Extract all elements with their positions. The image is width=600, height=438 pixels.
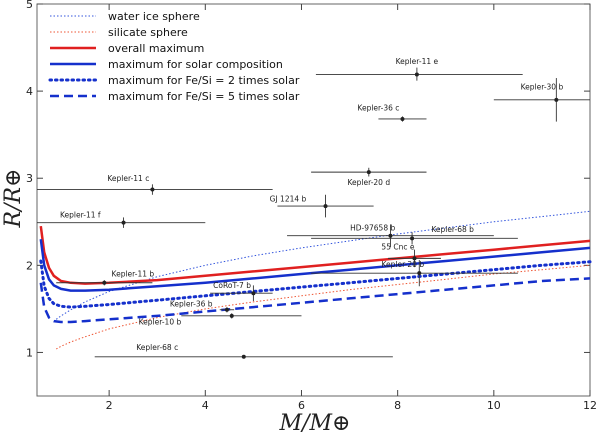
- planet-point: [102, 280, 107, 285]
- planet-point: [417, 271, 422, 276]
- y-axis-title: R/R⊕: [1, 169, 26, 229]
- x-tick-label: 2: [106, 399, 113, 412]
- series-line-2: [55, 264, 591, 350]
- planet-label: Kepler-11 b: [112, 270, 155, 279]
- planet-label: Kepler-11 e: [396, 57, 439, 66]
- legend-label-5: maximum for Fe/Si = 2 times solar: [108, 74, 300, 87]
- planet-point: [414, 72, 419, 77]
- legend-label-1: water ice sphere: [108, 10, 200, 23]
- y-tick-label: 5: [26, 0, 33, 11]
- planet-point: [224, 307, 229, 312]
- y-tick-label: 3: [26, 172, 33, 185]
- y-tick-label: 1: [26, 346, 33, 359]
- plot-area: [36, 3, 591, 397]
- planet-label: Kepler-36 c: [357, 103, 399, 112]
- planet-point: [366, 170, 371, 175]
- planet-label: GJ 1214 b: [270, 195, 307, 204]
- planet-label: Kepler-11 c: [107, 174, 149, 183]
- planet-label: Kepler-20 b: [381, 260, 424, 269]
- planet-point: [150, 187, 155, 192]
- planet-label: Kepler-68 b: [431, 225, 474, 234]
- series-line-4: [39, 239, 591, 292]
- planet-label: Kepler-30 b: [521, 82, 564, 91]
- planet-point: [400, 116, 405, 121]
- y-tick-label: 4: [26, 85, 33, 98]
- planet-point: [388, 233, 393, 238]
- planet-point: [412, 256, 417, 261]
- x-tick-label: 10: [487, 399, 501, 412]
- planet-label: 55 Cnc e: [381, 243, 414, 252]
- planet-label: Kepler-11 f: [60, 210, 101, 219]
- series-line-1: [55, 210, 591, 320]
- planet-point: [323, 204, 328, 209]
- x-tick-label: 8: [394, 399, 401, 412]
- series-line-6: [39, 277, 591, 324]
- x-axis-title: M/M⊕: [279, 411, 351, 436]
- x-tick-label: 6: [298, 399, 305, 412]
- planet-point: [121, 220, 126, 225]
- series-line-3: [39, 225, 591, 285]
- x-tick-label: 12: [583, 399, 597, 412]
- planet-point: [251, 291, 256, 296]
- planet-label: Kepler-36 b: [170, 299, 213, 308]
- planet-point: [229, 313, 234, 318]
- x-tick-label: 4: [202, 399, 209, 412]
- y-tick-label: 2: [26, 259, 33, 272]
- planet-point: [410, 236, 415, 241]
- planet-point: [241, 354, 246, 359]
- planet-label: Kepler-68 c: [136, 343, 178, 352]
- planet-label: Kepler-20 d: [347, 178, 390, 187]
- legend-label-6: maximum for Fe/Si = 5 times solar: [108, 90, 300, 103]
- legend-label-4: maximum for solar composition: [108, 58, 283, 71]
- planet-label: Kepler-10 b: [139, 318, 182, 327]
- legend-label-2: silicate sphere: [108, 26, 188, 39]
- planet-label: HD-97658 b: [350, 223, 395, 232]
- planet-label: CoRoT-7 b: [213, 281, 251, 290]
- planet-point: [554, 97, 559, 102]
- legend-label-3: overall maximum: [108, 42, 204, 55]
